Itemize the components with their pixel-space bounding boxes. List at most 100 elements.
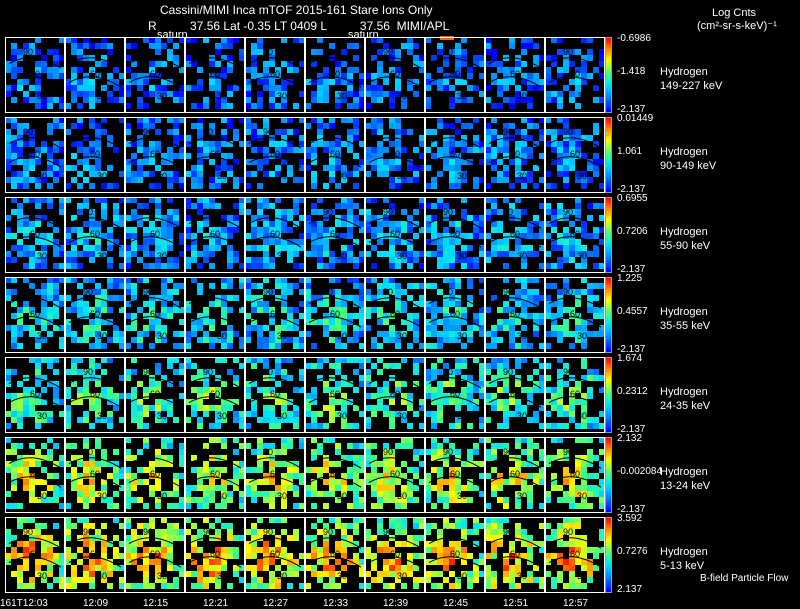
heatmap-cell — [287, 215, 293, 221]
heatmap-cell — [311, 233, 317, 239]
heatmap-cell — [53, 443, 59, 449]
heatmap-cell — [5, 159, 11, 165]
contour-label: 90 — [443, 367, 453, 377]
heatmap-cell — [245, 313, 251, 319]
heatmap-cell — [59, 197, 65, 203]
heatmap-cell — [377, 117, 383, 123]
heatmap-cell — [155, 485, 161, 491]
heatmap-cell — [353, 337, 359, 343]
heatmap-cell — [71, 123, 77, 129]
heatmap-cell — [191, 37, 197, 43]
heatmap-cell — [17, 455, 23, 461]
heatmap-cell — [341, 177, 347, 183]
heatmap-cell — [185, 171, 191, 177]
heatmap-cell — [479, 331, 485, 337]
heatmap-cell — [119, 245, 125, 251]
heatmap-cell — [269, 61, 275, 67]
heatmap-cell — [455, 357, 461, 363]
contour-line — [188, 137, 242, 149]
heatmap-cell — [221, 559, 227, 565]
heatmap-cell — [419, 399, 425, 405]
heatmap-cell — [221, 215, 227, 221]
panel-border — [125, 517, 185, 593]
heatmap-cell — [323, 423, 329, 429]
heatmap-cell — [467, 497, 473, 503]
heatmap-cell — [65, 307, 71, 313]
species-name: Hydrogen — [660, 226, 708, 238]
heatmap-cell — [221, 313, 227, 319]
heatmap-cell — [395, 177, 401, 183]
heatmap-cell — [131, 245, 137, 251]
heatmap-cell — [485, 369, 491, 375]
heatmap-cell — [119, 295, 125, 301]
heatmap-cell — [239, 577, 245, 583]
heatmap-cell — [353, 423, 359, 429]
contour-label: 90 — [83, 47, 93, 57]
heatmap-cell — [11, 393, 17, 399]
heatmap-cell — [419, 203, 425, 209]
heatmap-cell — [209, 141, 215, 147]
heatmap-cell — [155, 405, 161, 411]
heatmap-cell — [533, 301, 539, 307]
contour-line — [488, 377, 542, 389]
heatmap-cell — [503, 497, 509, 503]
heatmap-cell — [335, 319, 341, 325]
heatmap-cell — [503, 411, 509, 417]
heatmap-cell — [473, 559, 479, 565]
heatmap-cell — [149, 159, 155, 165]
heatmap-cell — [29, 197, 35, 203]
heatmap-cell — [431, 141, 437, 147]
heatmap-cell — [257, 257, 263, 263]
heatmap-cell — [161, 171, 167, 177]
heatmap-cell — [437, 369, 443, 375]
heatmap-cell — [275, 423, 281, 429]
heatmap-cell — [527, 227, 533, 233]
heatmap-cell — [479, 73, 485, 79]
heatmap-cell — [47, 437, 53, 443]
contour-line — [68, 396, 122, 408]
heatmap-cell — [149, 153, 155, 159]
heatmap-cell — [437, 535, 443, 541]
heatmap-cell — [119, 97, 125, 103]
contour-line — [248, 377, 302, 389]
heatmap-cell — [5, 233, 11, 239]
heatmap-cell — [341, 411, 347, 417]
contour-label: 90 — [563, 367, 573, 377]
heatmap-cell — [143, 79, 149, 85]
heatmap-cell — [107, 43, 113, 49]
heatmap-cell — [251, 577, 257, 583]
heatmap-cell — [347, 423, 353, 429]
heatmap-cell — [227, 277, 233, 283]
heatmap-cell — [11, 159, 17, 165]
heatmap-cell — [251, 307, 257, 313]
heatmap-cell — [95, 559, 101, 565]
heatmap-grid: 9060309060309060309060309060309060309060… — [5, 37, 605, 593]
heatmap-cell — [137, 331, 143, 337]
heatmap-cell — [143, 565, 149, 571]
heatmap-cell — [371, 491, 377, 497]
heatmap-cell — [509, 571, 515, 577]
heatmap-cell — [485, 147, 491, 153]
heatmap-cell — [359, 571, 365, 577]
heatmap-cell — [11, 417, 17, 423]
heatmap-cell — [293, 197, 299, 203]
heatmap-cell — [377, 73, 383, 79]
heatmap-cell — [83, 221, 89, 227]
heatmap-cell — [467, 147, 473, 153]
heatmap-cell — [467, 529, 473, 535]
heatmap-cell — [287, 479, 293, 485]
heatmap-cell — [557, 203, 563, 209]
heatmap-cell — [449, 491, 455, 497]
heatmap-cell — [101, 535, 107, 541]
heatmap-cell — [101, 295, 107, 301]
heatmap-cell — [383, 443, 389, 449]
heatmap-cell — [353, 485, 359, 491]
heatmap-cell — [497, 135, 503, 141]
heatmap-cell — [191, 177, 197, 183]
heatmap-cell — [275, 239, 281, 245]
heatmap-cell — [149, 523, 155, 529]
energy-range: 35-55 keV — [660, 320, 711, 332]
heatmap-cell — [29, 85, 35, 91]
